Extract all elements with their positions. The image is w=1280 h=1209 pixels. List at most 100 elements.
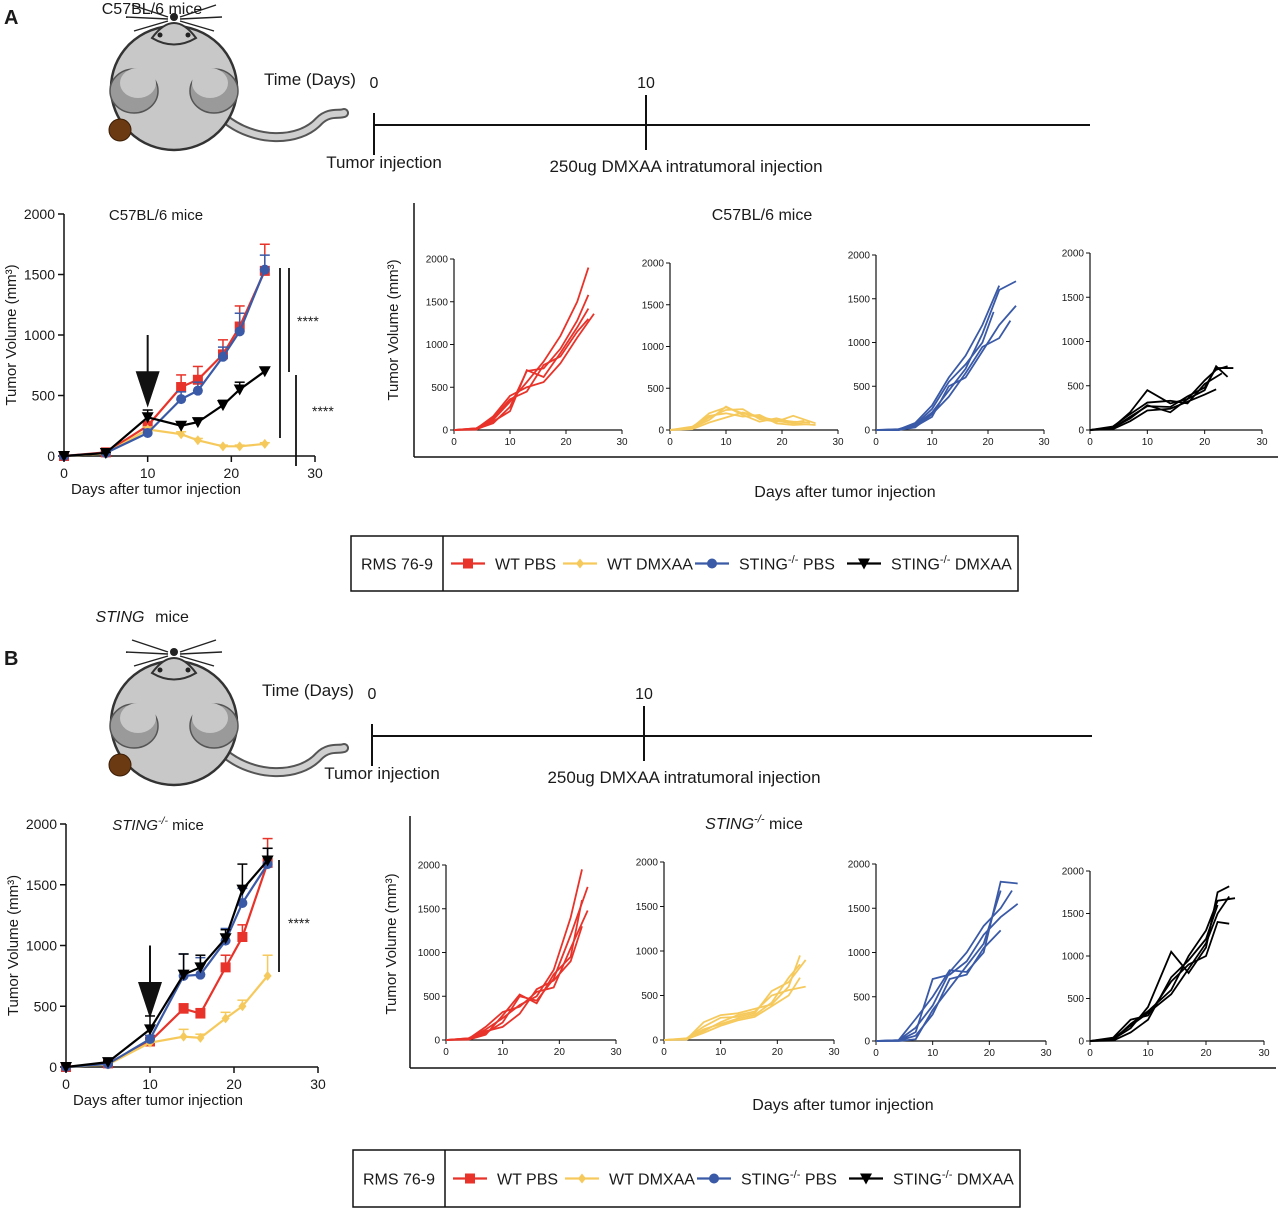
- mouse-trace: [453, 313, 595, 431]
- spaghetti-title-suffix: mice: [765, 816, 803, 833]
- x-tick-label: 10: [715, 1047, 727, 1058]
- y-tick-label: 500: [853, 382, 870, 393]
- legend-item-sting-pbs: STING-/- PBS: [697, 1169, 837, 1189]
- mouse-trace: [669, 405, 805, 431]
- x-tick-label: 30: [310, 1076, 326, 1092]
- legend-item-wt-dmxaa: WT DMXAA: [563, 557, 693, 574]
- x-tick-label: 0: [873, 437, 879, 448]
- x-tick-label: 30: [1258, 1048, 1270, 1059]
- x-tick-label: 30: [1256, 437, 1268, 448]
- mouse-trace: [445, 910, 589, 1041]
- spaghetti-title-base: STING: [705, 816, 754, 833]
- y-tick-label: 1000: [426, 340, 449, 351]
- x-tick-label: 10: [1142, 437, 1154, 448]
- mouse-tumor: [108, 753, 132, 777]
- mouse-trace: [875, 903, 1019, 1042]
- series-sting-dmxaa: [60, 847, 274, 1073]
- y-tick-label: 1500: [24, 267, 55, 283]
- x-tick-label: 0: [62, 1076, 70, 1092]
- mouse-haunch-right-hl: [192, 68, 228, 98]
- data-point: [195, 1008, 206, 1019]
- legend-item-sting-pbs: STING-/- PBS: [695, 554, 835, 574]
- y-tick-label: 1500: [1062, 293, 1085, 304]
- data-point: [465, 1173, 475, 1184]
- y-tick-label: 500: [34, 998, 58, 1014]
- timeline-t0: 0: [370, 75, 379, 92]
- data-point: [218, 441, 227, 452]
- data-point: [259, 264, 270, 275]
- mouse-head: [150, 657, 198, 681]
- legend-item-wt-pbs: WT PBS: [451, 557, 556, 574]
- y-tick-label: 0: [864, 426, 870, 437]
- summary-title-base: STING: [112, 817, 158, 834]
- data-point: [860, 1173, 872, 1185]
- mouse-tail-inner: [221, 745, 347, 776]
- data-point: [176, 394, 187, 405]
- data-point: [233, 384, 246, 396]
- data-point: [707, 558, 717, 569]
- mouse-trace: [669, 412, 811, 431]
- mouse-haunch-left-hl: [120, 703, 156, 733]
- legend-label-sup: -/-: [940, 554, 951, 566]
- y-tick-label: 1500: [426, 297, 449, 308]
- y-tick-label: 1500: [418, 904, 441, 915]
- mouse-trace: [1089, 388, 1217, 431]
- mouse-trace: [1089, 904, 1219, 1042]
- data-point: [194, 962, 207, 974]
- mouse-whisker: [179, 4, 217, 18]
- x-tick-label: 20: [560, 437, 572, 448]
- data-point: [99, 447, 112, 459]
- x-tick-label: 10: [140, 465, 156, 481]
- y-tick-label: 0: [1078, 1037, 1084, 1048]
- x-tick-label: 30: [1040, 1048, 1052, 1059]
- data-point: [238, 1001, 247, 1012]
- data-point: [263, 970, 272, 981]
- mouse-eye-left: [157, 32, 163, 38]
- summary-chart: 0 10 20 30 0 500 1000 1500 2000 Days after tumor …: [3, 206, 323, 498]
- data-point: [237, 897, 248, 908]
- spaghetti-title-sup: -/-: [754, 814, 765, 826]
- data-point: [221, 1013, 230, 1024]
- data-point: [192, 374, 203, 385]
- x-tick-label: 0: [1087, 1048, 1093, 1059]
- x-tick-label: 0: [1087, 437, 1093, 448]
- legend-label-base: STING: [891, 557, 940, 574]
- x-tick-label: 10: [497, 1047, 509, 1058]
- legend-label-suffix: DMXAA: [950, 557, 1012, 574]
- data-point: [178, 1003, 189, 1014]
- x-tick-label: 10: [1142, 1048, 1154, 1059]
- timeline-t10: 10: [637, 75, 655, 92]
- mouse-label: C57BL/6 mice: [102, 1, 203, 18]
- data-point: [177, 429, 186, 440]
- legend-label-sup: -/-: [942, 1169, 953, 1181]
- data-point: [58, 451, 70, 462]
- mouse-nose: [170, 13, 178, 21]
- timeline: Time (Days) 0 10 Tumor injection 250ug DMXAA…: [264, 70, 1090, 176]
- x-tick-label: 20: [554, 1047, 566, 1058]
- panel-a: A C57BL/6 mice **** **** C57BL/6 mice Tumor V…: [4, 1, 1278, 501]
- y-tick-label: 0: [1078, 426, 1084, 437]
- mouse-whisker: [131, 639, 169, 653]
- y-tick-label: 2000: [848, 251, 871, 262]
- mouse-trace: [663, 955, 801, 1041]
- injection-arrow-head: [138, 981, 162, 1019]
- legend-label: WT PBS: [497, 1172, 558, 1189]
- x-tick-label: 20: [1200, 1048, 1212, 1059]
- legend-label: STING-/- PBS: [739, 554, 835, 573]
- mouse-label-suffix: mice: [155, 609, 189, 626]
- x-tick-label: 30: [616, 437, 628, 448]
- legend-cell-line: RMS 76-9: [361, 557, 433, 574]
- mouse-tail-inner: [221, 110, 347, 141]
- summary-title: STING-/- mice: [112, 815, 204, 834]
- mouse-trace: [453, 318, 590, 431]
- x-tick-label: 10: [927, 1048, 939, 1059]
- series-line: [63, 269, 266, 458]
- y-tick-label: 500: [1067, 381, 1084, 392]
- y-tick-label: 1000: [26, 938, 57, 954]
- mouse-trace: [1089, 885, 1230, 1042]
- mouse-trace: [876, 890, 1002, 1042]
- x-tick-label: 0: [443, 1047, 449, 1058]
- legend-label-suffix: PBS: [798, 557, 834, 574]
- x-tick-label: 0: [667, 437, 673, 448]
- summary-chart: 0 10 20 30 0 500 1000 1500 2000 Days after tumor …: [5, 815, 326, 1109]
